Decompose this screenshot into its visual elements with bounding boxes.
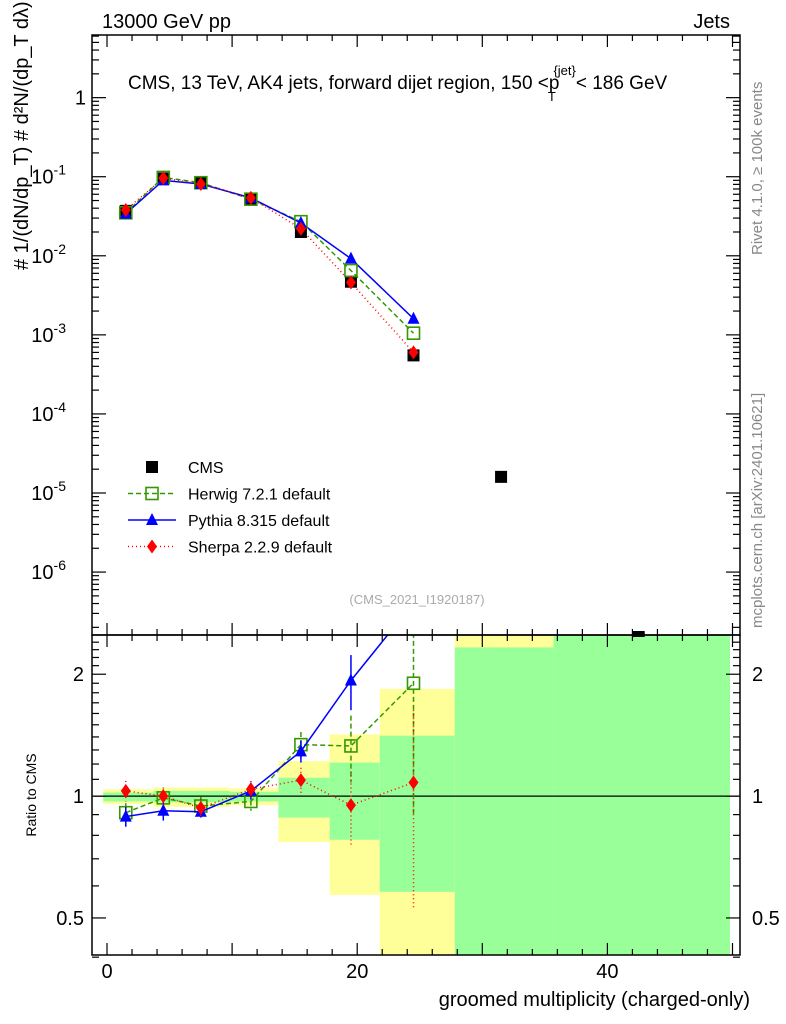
ratio-y-tick-label: 0.5 [56,908,84,930]
band-green [278,777,330,818]
ratio-point [295,773,306,788]
legend-label: Sherpa 2.2.9 default [188,540,333,557]
main-y-axis-label: # 1/(dN/dp_T) # d²N/(dp_T dλ) [11,1,33,270]
legend: CMS Herwig 7.2.1 default Pythia 8.315 defa… [128,460,333,557]
ratio-point [344,739,358,753]
y-tick-exponent: -2 [54,241,67,257]
x-tick-label: 20 [346,961,368,983]
ratio-point [406,676,421,691]
y-tick-label: 10-2 [31,241,66,268]
data-point [295,221,306,236]
main-title: CMS, 13 TeV, AK4 jets, forward dijet reg… [128,63,668,104]
ratio-uncertainty-bands [92,635,740,955]
x-tick-label: 0 [101,961,112,983]
ratio-y-tick-label-right: 2 [752,664,763,686]
axes-frame [91,634,741,956]
analysis-label: (CMS_2021_I1920187) [349,592,484,607]
rivet-version-label: Rivet 4.1.0, ≥ 100k events [749,82,766,255]
data-point [495,470,508,483]
data-point [345,275,356,290]
ratio-series [118,635,421,908]
ratio-y-tick-label: 2 [73,664,84,686]
legend-marker [147,539,157,554]
series-sherpa [125,177,415,353]
band-green [329,762,380,840]
data-point [120,202,131,217]
plot-marks [118,170,645,908]
data-point [406,326,421,340]
y-tick-exponent: -1 [54,162,67,178]
energy-label: 13000 GeV pp [102,11,231,33]
y-tick-label: 10-6 [31,557,66,584]
data-point [245,190,256,205]
series-pythia [125,179,415,320]
y-tick-exponent: -6 [54,557,67,573]
ratio-point [294,744,307,757]
legend-item: Pythia 8.315 default [128,513,330,530]
band-green [379,735,455,892]
ratio-series-sherpa [120,710,419,908]
ratio-point [119,809,132,822]
ratio-y-tick-label: 1 [73,786,84,808]
band-green [553,635,730,955]
x-axis-label: groomed multiplicity (charged-only) [439,989,750,1011]
ratio-point [345,798,356,813]
band-green [454,647,554,955]
legend-marker [145,486,159,501]
y-tick-exponent: -5 [54,478,67,494]
ratio-y-tick-label-right: 1 [752,786,763,808]
data-point [407,311,420,324]
main-series [118,170,645,635]
data-point [158,171,169,186]
ratio-point [158,789,169,804]
series-line [125,177,415,353]
legend-label: Pythia 8.315 default [188,513,330,530]
y-tick-exponent: -4 [54,399,67,415]
legend-item: Herwig 7.2.1 default [128,487,331,504]
legend-item: CMS [146,460,224,477]
ratio-point [408,775,419,790]
y-tick-label: 1 [75,88,86,110]
ratio-point [195,800,206,815]
legend-label: Herwig 7.2.1 default [188,487,331,504]
data-point [195,176,206,191]
y-tick-label: 10-3 [31,320,66,347]
axes: 0 20 40 1 10-1 10-2 10-3 10-4 10-5 10-6 0.5 0.5 1 1 2 2 [31,34,780,983]
ratio-point [120,783,131,798]
legend-marker [146,513,158,525]
data-point [632,631,645,637]
y-tick-label: 10-4 [31,399,66,426]
band-green [103,792,154,802]
series-line [125,179,415,320]
x-tick-label: 40 [596,961,618,983]
ratio-point [245,782,256,797]
y-tick-label: 10-5 [31,478,66,505]
series-herwig [125,176,415,334]
y-tick-label: 10-1 [31,162,66,189]
series-line [125,176,415,334]
legend-item: Sherpa 2.2.9 default [128,539,333,557]
legend-marker [146,461,158,473]
ratio-point [157,803,170,816]
data-point [408,345,419,360]
data-point [344,251,357,264]
legend-label: CMS [188,460,224,477]
mcplots-label: mcplots.cern.ch [arXiv:2401.10621] [749,393,766,628]
ratio-point [344,673,357,686]
y-tick-exponent: -3 [54,320,67,336]
ratio-y-axis-label: Ratio to CMS [23,753,39,836]
ratio-y-tick-label-right: 0.5 [752,908,780,930]
category-label: Jets [693,11,730,33]
